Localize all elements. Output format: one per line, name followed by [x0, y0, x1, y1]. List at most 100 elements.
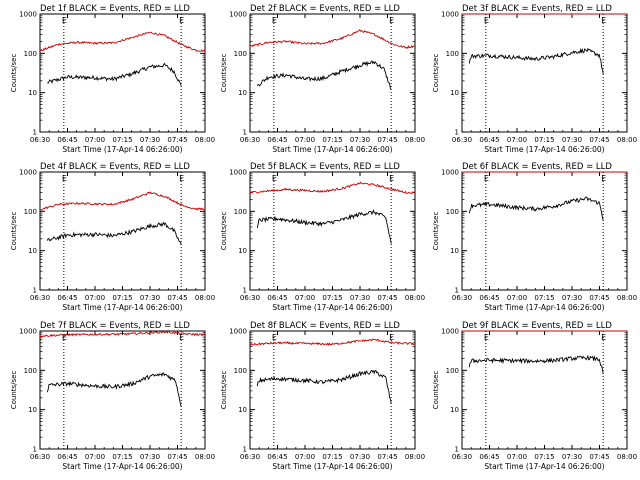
x-tick-label: 06:45	[479, 294, 499, 302]
x-tick-label: 08:00	[617, 136, 637, 144]
x-tick-label: 07:30	[140, 136, 160, 144]
detector-plot-4: Det 4f BLACK = Events, RED = LLD 06:30 06:…	[10, 162, 215, 312]
x-tick-label: 07:45	[167, 294, 187, 302]
y-tick-label: 1	[243, 287, 247, 295]
x-tick-label: 07:45	[377, 453, 397, 461]
event-marker-label: E	[389, 16, 394, 25]
x-tick-label: 07:15	[112, 294, 132, 302]
y-tick-label: 100	[234, 367, 247, 375]
y-axis-label: Counts/sec	[220, 54, 228, 93]
y-tick-label: 10	[450, 89, 459, 97]
plot-frame	[461, 13, 628, 133]
lld-series-line	[249, 29, 416, 50]
x-tick-label: 07:00	[85, 453, 105, 461]
x-tick-label: 07:00	[85, 294, 105, 302]
x-tick-label: 07:30	[350, 294, 370, 302]
lld-series-line	[40, 191, 206, 211]
x-tick-label: 06:30	[240, 453, 260, 461]
x-tick-label: 06:30	[452, 453, 472, 461]
x-tick-label: 07:45	[589, 294, 609, 302]
y-tick-label: 100	[234, 50, 247, 58]
x-tick-label: 07:45	[589, 453, 609, 461]
x-tick-label: 07:30	[350, 136, 370, 144]
x-tick-label: 06:45	[267, 136, 287, 144]
detector-plot-5: Det 5f BLACK = Events, RED = LLD 06:30 06:…	[220, 162, 425, 312]
x-axis-label: Start Time (17-Apr-14 06:26:00)	[484, 462, 604, 471]
plot-title: Det 8f BLACK = Events, RED = LLD	[250, 321, 400, 331]
x-tick-label: 07:00	[295, 136, 315, 144]
events-series-line	[256, 209, 392, 244]
detector-plot-6: Det 6f BLACK = Events, RED = LLD 06:30 06:…	[432, 162, 637, 312]
x-tick-label: 07:15	[112, 453, 132, 461]
plot-frame	[461, 330, 628, 450]
y-tick-label: 10	[28, 406, 37, 414]
x-tick-label: 08:00	[405, 136, 425, 144]
y-tick-label: 10	[450, 247, 459, 255]
plot-frame	[39, 171, 206, 291]
plot-title: Det 3f BLACK = Events, RED = LLD	[462, 4, 612, 14]
event-marker-label: E	[389, 333, 394, 342]
detector-plot-3: Det 3f BLACK = Events, RED = LLD 06:30 06:…	[432, 4, 637, 154]
x-tick-label: 07:30	[562, 136, 582, 144]
detector-plot-9: Det 9f BLACK = Events, RED = LLD 06:30 06:…	[432, 321, 637, 471]
x-tick-label: 07:30	[140, 453, 160, 461]
lld-series-line	[249, 181, 416, 195]
event-marker-label: E	[62, 333, 67, 342]
y-axis-label: Counts/sec	[432, 212, 440, 251]
y-tick-label: 1000	[19, 169, 37, 177]
plot-frame	[39, 13, 206, 133]
x-tick-label: 06:30	[240, 294, 260, 302]
plot-title: Det 6f BLACK = Events, RED = LLD	[462, 162, 612, 172]
x-tick-label: 08:00	[405, 294, 425, 302]
x-tick-label: 06:30	[30, 453, 50, 461]
y-tick-label: 1	[33, 129, 37, 137]
y-tick-label: 1	[455, 446, 459, 454]
events-series-line	[46, 221, 182, 246]
plot-frame	[461, 171, 628, 291]
x-tick-label: 08:00	[195, 136, 215, 144]
y-axis-label: Counts/sec	[10, 54, 18, 93]
event-marker-label: E	[484, 16, 489, 25]
event-marker-label: E	[179, 16, 184, 25]
x-tick-label: 07:00	[295, 294, 315, 302]
x-tick-label: 06:30	[30, 294, 50, 302]
x-tick-label: 06:45	[267, 453, 287, 461]
x-tick-label: 07:00	[295, 453, 315, 461]
plot-frame	[39, 330, 206, 450]
x-tick-label: 06:45	[57, 294, 77, 302]
x-tick-label: 07:00	[85, 136, 105, 144]
y-tick-label: 1	[455, 287, 459, 295]
x-tick-label: 07:30	[562, 294, 582, 302]
x-axis-label: Start Time (17-Apr-14 06:26:00)	[62, 303, 182, 312]
x-tick-label: 06:45	[479, 136, 499, 144]
plot-title: Det 1f BLACK = Events, RED = LLD	[40, 4, 190, 14]
lld-series-line	[39, 330, 206, 338]
y-tick-label: 100	[24, 367, 37, 375]
y-tick-label: 10	[238, 406, 247, 414]
events-series-line	[468, 47, 604, 74]
x-tick-label: 07:15	[534, 453, 554, 461]
event-marker-label: E	[389, 174, 394, 183]
y-tick-label: 1000	[19, 328, 37, 336]
events-series-line	[46, 372, 182, 407]
x-axis-label: Start Time (17-Apr-14 06:26:00)	[484, 303, 604, 312]
x-tick-label: 07:15	[322, 136, 342, 144]
y-tick-label: 1	[33, 446, 37, 454]
y-tick-label: 1000	[441, 169, 459, 177]
y-axis-label: Counts/sec	[10, 212, 18, 251]
y-tick-label: 1	[33, 287, 37, 295]
y-tick-label: 10	[238, 247, 247, 255]
x-tick-label: 07:15	[322, 294, 342, 302]
x-axis-label: Start Time (17-Apr-14 06:26:00)	[272, 145, 392, 154]
x-tick-label: 07:00	[507, 453, 527, 461]
event-marker-label: E	[272, 16, 277, 25]
x-tick-label: 08:00	[195, 294, 215, 302]
detector-plot-7: Det 7f BLACK = Events, RED = LLD 06:30 06:…	[10, 321, 215, 471]
x-tick-label: 08:00	[617, 453, 637, 461]
x-tick-label: 07:30	[140, 294, 160, 302]
x-tick-label: 06:45	[57, 453, 77, 461]
x-tick-label: 07:15	[112, 136, 132, 144]
x-tick-label: 06:30	[240, 136, 260, 144]
x-tick-label: 08:00	[195, 453, 215, 461]
y-axis-label: Counts/sec	[220, 371, 228, 410]
